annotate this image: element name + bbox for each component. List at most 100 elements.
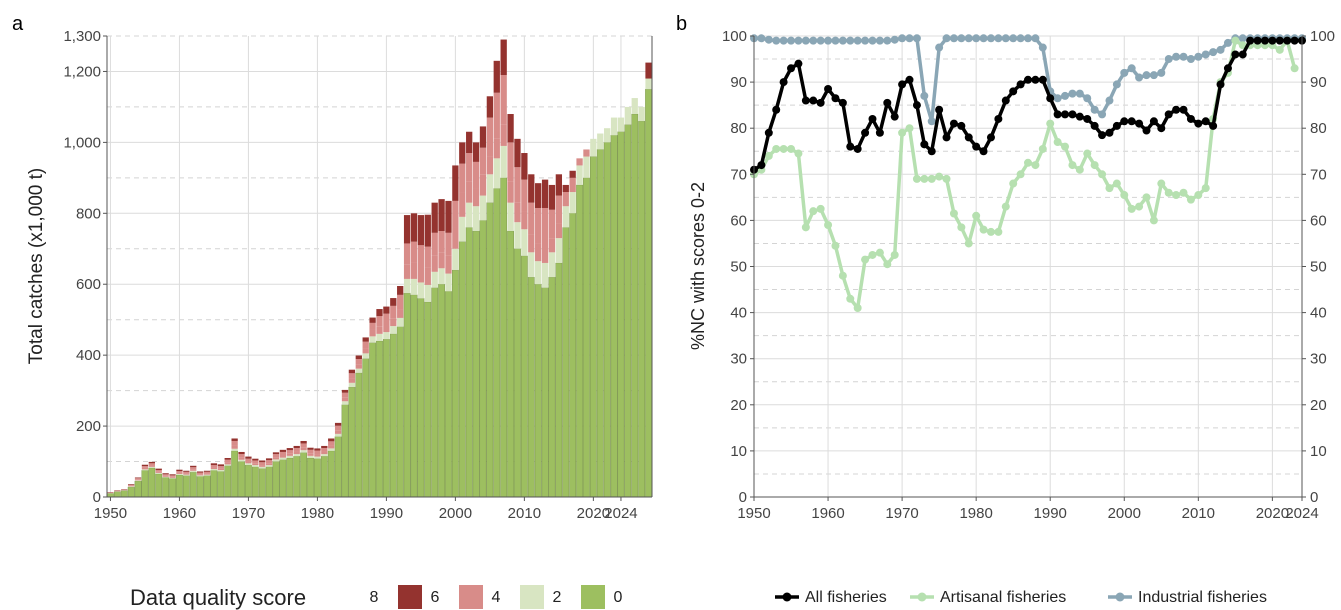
bar-segment (389, 333, 397, 498)
bar-segment (445, 291, 452, 498)
bar-segment (148, 466, 155, 468)
series-point-all (1246, 36, 1255, 45)
bar-segment (445, 232, 452, 256)
bar-segment (535, 261, 542, 285)
bar-segment (217, 470, 224, 472)
series-point-industrial (890, 35, 899, 44)
bar-segment (431, 232, 438, 256)
bar-segment (548, 184, 556, 210)
series-point-industrial (1068, 89, 1077, 98)
bar-segment (362, 348, 369, 354)
y-tick-label: 0 (739, 489, 747, 506)
panel-a-catches-chart: 0 200 400 600 800 1,000 1,200 1,300 1950 1960 1970… (26, 28, 653, 522)
bar-segment (590, 156, 597, 498)
bar-segment (645, 78, 652, 90)
bar-segment (610, 135, 618, 498)
bar-segment (176, 473, 183, 476)
bar-segment (459, 142, 466, 164)
series-point-artisanal (1016, 170, 1025, 179)
bar-segment (272, 461, 280, 498)
bar-segment (452, 200, 459, 228)
series-point-all (838, 98, 847, 107)
bar-segment (231, 450, 238, 498)
series-point-all (1290, 36, 1299, 45)
bar-segment (521, 153, 528, 180)
series-point-artisanal (787, 144, 796, 153)
series-point-artisanal (1061, 142, 1070, 151)
bar-segment (417, 245, 425, 267)
legend-a-label: 4 (492, 589, 501, 606)
series-point-industrial (1001, 34, 1010, 43)
series-point-industrial (1194, 52, 1203, 61)
y-tick-label: 10 (730, 443, 747, 460)
series-point-artisanal (868, 250, 877, 259)
bar-segment (507, 202, 514, 232)
series-point-artisanal (1009, 179, 1018, 188)
bar-segment (500, 75, 507, 125)
bar-segment (431, 287, 439, 498)
panel-a-bars (107, 39, 652, 498)
bar-segment (238, 454, 245, 458)
bar-segment (424, 301, 432, 498)
bar-segment (397, 317, 404, 327)
bar-segment (493, 158, 500, 189)
series-point-industrial (838, 36, 847, 45)
bar-segment (576, 158, 583, 166)
bar-segment (362, 358, 370, 498)
bar-segment (148, 465, 155, 467)
bar-segment (548, 209, 556, 239)
bar-segment (252, 458, 259, 461)
bar-segment (555, 238, 563, 263)
bar-segment (314, 450, 321, 455)
bar-segment (190, 465, 197, 468)
series-point-industrial (794, 36, 803, 45)
series-point-industrial (1164, 55, 1173, 64)
series-point-all (927, 147, 936, 156)
bar-segment (562, 192, 569, 207)
bar-segment (286, 448, 293, 451)
series-point-industrial (1083, 94, 1092, 103)
bar-segment (452, 248, 459, 271)
bar-segment (341, 397, 349, 402)
series-point-artisanal (831, 241, 840, 250)
bar-segment (438, 231, 445, 253)
x-tick-label: 1950 (737, 505, 770, 522)
bar-segment (445, 273, 452, 292)
bar-segment (341, 389, 349, 393)
legend-a-label: 8 (370, 589, 379, 606)
legend-b-marker (782, 592, 792, 602)
bar-segment (376, 326, 383, 334)
bar-segment (390, 318, 397, 327)
bar-segment (231, 440, 238, 446)
series-point-all (1112, 121, 1121, 130)
series-point-all (1024, 75, 1032, 84)
y-tick-label: 80 (730, 120, 747, 137)
series-point-all (942, 133, 951, 142)
bar-segment (217, 464, 224, 467)
bar-segment (528, 202, 535, 235)
series-point-all (920, 140, 929, 149)
series-point-all (1209, 121, 1218, 130)
bar-segment (134, 478, 142, 480)
series-point-industrial (912, 34, 921, 43)
bar-segment (279, 451, 287, 456)
bar-segment (293, 454, 300, 457)
series-point-artisanal (764, 151, 773, 160)
series-point-all (1216, 80, 1225, 89)
series-point-industrial (816, 36, 825, 45)
panel-b-lines (750, 34, 1306, 312)
bar-segment (355, 364, 362, 369)
bar-segment (148, 467, 156, 498)
series-point-all (1275, 36, 1284, 45)
bar-segment (535, 183, 542, 208)
legend-data-quality: Data quality score 8 6 4 2 0 (130, 585, 623, 610)
bar-segment (403, 278, 411, 294)
series-point-all (787, 64, 796, 73)
bar-segment (224, 462, 231, 465)
series-point-industrial (1179, 52, 1188, 61)
bar-segment (369, 322, 376, 330)
series-point-industrial (979, 34, 988, 43)
bar-segment (376, 340, 383, 498)
legend-b-label: Artisanal fisheries (940, 589, 1066, 606)
bar-segment (617, 117, 625, 132)
